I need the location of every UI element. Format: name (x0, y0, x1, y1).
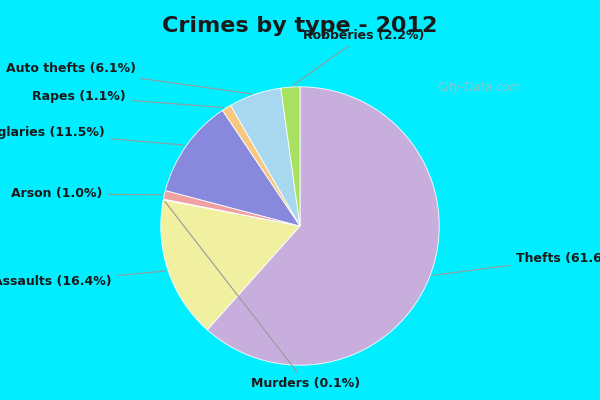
Text: Crimes by type - 2012: Crimes by type - 2012 (163, 16, 437, 36)
Text: Auto thefts (6.1%): Auto thefts (6.1%) (6, 62, 252, 94)
Text: Murders (0.1%): Murders (0.1%) (165, 202, 361, 390)
Text: City-Data.com: City-Data.com (438, 82, 522, 94)
Wedge shape (207, 87, 439, 365)
Text: Rapes (1.1%): Rapes (1.1%) (32, 90, 224, 108)
Text: Burglaries (11.5%): Burglaries (11.5%) (0, 126, 184, 145)
Wedge shape (230, 88, 300, 226)
Wedge shape (166, 110, 300, 226)
Text: Arson (1.0%): Arson (1.0%) (11, 188, 161, 200)
Wedge shape (223, 105, 300, 226)
Wedge shape (163, 199, 300, 226)
Wedge shape (161, 200, 300, 330)
Wedge shape (281, 87, 300, 226)
Wedge shape (163, 190, 300, 226)
Text: Assaults (16.4%): Assaults (16.4%) (0, 271, 166, 288)
Text: Thefts (61.6%): Thefts (61.6%) (433, 252, 600, 275)
Text: Robberies (2.2%): Robberies (2.2%) (293, 29, 424, 86)
